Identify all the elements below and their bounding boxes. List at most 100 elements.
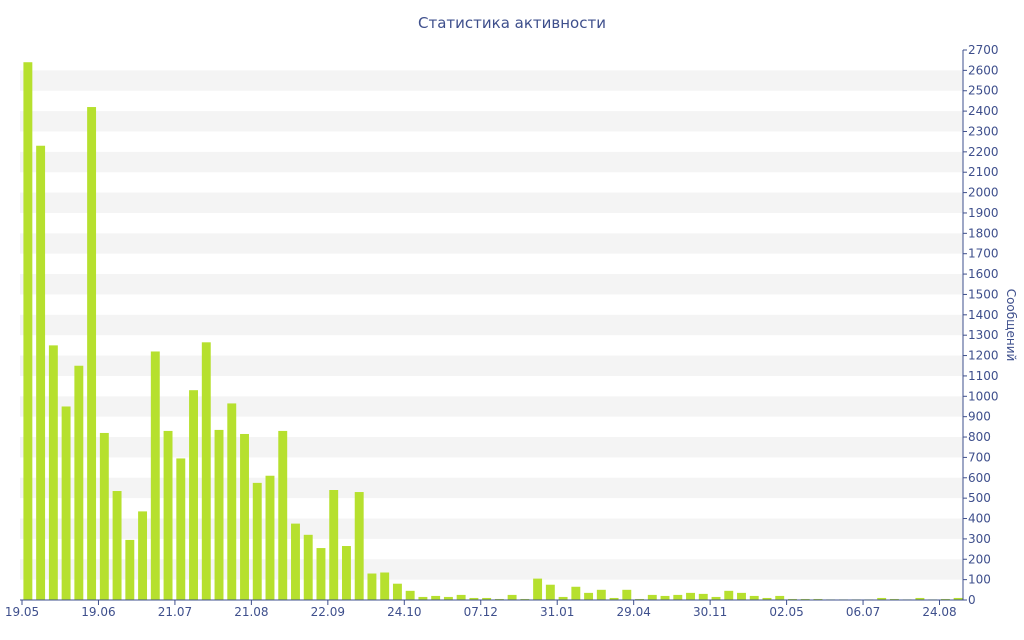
y-tick-label: 2100 — [968, 165, 999, 179]
x-tick-label: 02.05 — [769, 605, 803, 619]
bar[interactable] — [775, 595, 785, 600]
bar[interactable] — [329, 490, 339, 600]
bar[interactable] — [418, 596, 428, 600]
bar[interactable] — [443, 596, 453, 600]
bar[interactable] — [749, 595, 759, 600]
x-tick-label: 22.09 — [311, 605, 345, 619]
bar[interactable] — [303, 534, 313, 600]
grid-band — [20, 151, 963, 173]
grid-band — [20, 518, 963, 539]
y-tick-label: 1600 — [968, 267, 999, 281]
bar[interactable] — [431, 595, 441, 600]
bar[interactable] — [660, 595, 670, 600]
bar[interactable] — [189, 390, 198, 600]
bar[interactable] — [584, 592, 594, 600]
bar[interactable] — [889, 598, 899, 600]
bar[interactable] — [635, 598, 645, 600]
bar[interactable] — [150, 351, 160, 600]
bar[interactable] — [265, 475, 275, 600]
bar[interactable] — [316, 548, 326, 600]
bar[interactable] — [596, 589, 606, 600]
y-tick-label: 300 — [968, 532, 991, 546]
bar[interactable] — [813, 598, 823, 600]
bar[interactable] — [214, 429, 224, 600]
x-tick-label: 07.12 — [464, 605, 498, 619]
bar[interactable] — [252, 482, 262, 600]
bar[interactable] — [482, 597, 492, 600]
y-tick-label: 2200 — [968, 145, 999, 159]
bar[interactable] — [507, 594, 517, 600]
bar[interactable] — [698, 593, 708, 600]
grid-band — [20, 477, 963, 499]
x-tick-label: 29.04 — [616, 605, 650, 619]
bar[interactable] — [622, 589, 632, 600]
bar[interactable] — [609, 597, 619, 600]
bar[interactable] — [558, 596, 568, 600]
y-tick-label: 400 — [968, 512, 991, 526]
bar[interactable] — [36, 145, 46, 601]
bar[interactable] — [533, 578, 543, 600]
y-axis-title: Сообщений — [1004, 289, 1018, 362]
bar[interactable] — [737, 592, 746, 600]
bar[interactable] — [953, 597, 963, 600]
bar[interactable] — [940, 598, 950, 600]
y-tick-label: 2000 — [968, 186, 999, 200]
bar[interactable] — [800, 598, 810, 600]
y-tick-label: 800 — [968, 430, 991, 444]
x-tick-label: 31.01 — [540, 605, 574, 619]
bar[interactable] — [762, 597, 772, 600]
grid-band — [20, 314, 963, 336]
bar[interactable] — [341, 546, 351, 600]
bar[interactable] — [380, 572, 390, 601]
bar[interactable] — [673, 594, 683, 600]
bar[interactable] — [99, 432, 109, 600]
bar[interactable] — [74, 365, 84, 600]
bar[interactable] — [647, 594, 657, 600]
bar[interactable] — [788, 598, 797, 600]
bar[interactable] — [354, 492, 364, 600]
bar[interactable] — [163, 430, 173, 600]
bar[interactable] — [125, 539, 135, 600]
bar[interactable] — [291, 523, 300, 600]
bar[interactable] — [915, 597, 925, 600]
y-tick-label: 500 — [968, 491, 991, 505]
y-tick-label: 1300 — [968, 328, 999, 342]
bar[interactable] — [48, 345, 58, 600]
bar[interactable] — [87, 107, 97, 600]
bar[interactable] — [201, 342, 211, 600]
y-tick-label: 1400 — [968, 308, 999, 322]
grid-band — [20, 274, 963, 295]
bar[interactable] — [138, 511, 148, 600]
bar[interactable] — [545, 584, 555, 600]
bar[interactable] — [227, 403, 237, 600]
grid-band — [20, 111, 963, 132]
bar[interactable] — [23, 62, 33, 601]
grid-band — [20, 437, 963, 458]
y-tick-label: 900 — [968, 410, 991, 424]
bar[interactable] — [494, 598, 504, 600]
bar[interactable] — [278, 430, 288, 600]
bar[interactable] — [392, 583, 402, 600]
x-tick-label: 21.07 — [158, 605, 192, 619]
bar[interactable] — [176, 458, 186, 600]
bar[interactable] — [61, 406, 71, 600]
plot-bands — [20, 70, 963, 580]
bar[interactable] — [571, 586, 581, 600]
bar[interactable] — [469, 597, 479, 600]
bar[interactable] — [240, 433, 249, 600]
x-tick-label: 30.11 — [693, 605, 727, 619]
bar[interactable] — [686, 592, 695, 600]
bar[interactable] — [456, 594, 466, 600]
bar[interactable] — [711, 596, 721, 600]
chart-title: Статистика активности — [418, 14, 606, 32]
bar[interactable] — [724, 590, 734, 600]
bar[interactable] — [520, 598, 530, 600]
y-tick-label: 100 — [968, 573, 991, 587]
bar[interactable] — [112, 491, 122, 600]
bar[interactable] — [877, 597, 887, 600]
bar[interactable] — [405, 590, 415, 600]
y-tick-label: 1500 — [968, 287, 999, 301]
y-tick-label: 2700 — [968, 43, 999, 57]
bar[interactable] — [367, 573, 377, 600]
y-tick-label: 700 — [968, 450, 991, 464]
